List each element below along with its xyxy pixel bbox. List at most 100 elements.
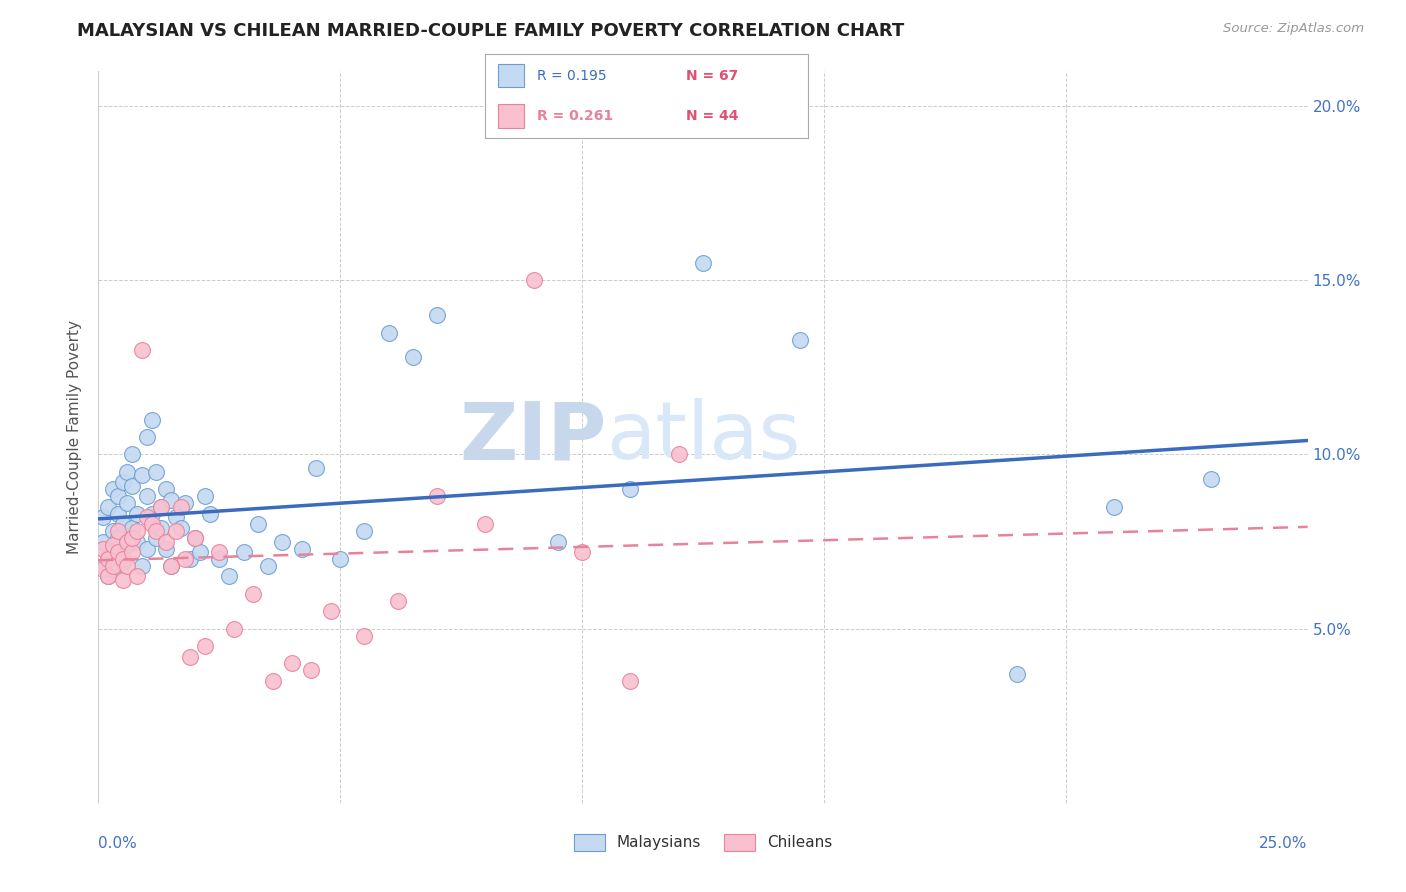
Point bbox=[377, 326, 399, 340]
Point bbox=[165, 524, 187, 538]
Point bbox=[179, 552, 201, 566]
Point bbox=[97, 549, 120, 563]
Point bbox=[387, 594, 409, 608]
Point bbox=[121, 545, 143, 559]
Point bbox=[121, 521, 143, 535]
Point bbox=[160, 492, 183, 507]
Point bbox=[101, 558, 124, 573]
Point bbox=[160, 558, 183, 573]
FancyBboxPatch shape bbox=[498, 104, 524, 128]
Point bbox=[547, 534, 569, 549]
Text: 0.0%: 0.0% bbox=[98, 836, 138, 851]
Point bbox=[117, 558, 139, 573]
Point bbox=[242, 587, 264, 601]
Point bbox=[150, 500, 173, 514]
Point bbox=[402, 350, 425, 364]
Point bbox=[353, 629, 375, 643]
Point bbox=[107, 531, 129, 545]
Point bbox=[668, 448, 690, 462]
Point bbox=[117, 496, 139, 510]
Point bbox=[127, 569, 149, 583]
Point bbox=[91, 541, 114, 556]
Point bbox=[194, 639, 217, 653]
Point bbox=[198, 507, 221, 521]
Point bbox=[145, 531, 167, 545]
Point bbox=[97, 500, 120, 514]
Point bbox=[188, 545, 211, 559]
Point bbox=[208, 552, 231, 566]
Point bbox=[789, 333, 811, 347]
Point bbox=[155, 483, 177, 497]
Point bbox=[150, 500, 173, 514]
Point bbox=[127, 534, 149, 549]
Point bbox=[111, 573, 134, 587]
Point bbox=[329, 552, 352, 566]
Point bbox=[91, 558, 114, 573]
Point bbox=[97, 569, 120, 583]
Point bbox=[305, 461, 328, 475]
Text: MALAYSIAN VS CHILEAN MARRIED-COUPLE FAMILY POVERTY CORRELATION CHART: MALAYSIAN VS CHILEAN MARRIED-COUPLE FAMI… bbox=[77, 22, 904, 40]
Point bbox=[184, 531, 207, 545]
Point bbox=[107, 524, 129, 538]
Point bbox=[101, 562, 124, 576]
Point bbox=[619, 483, 641, 497]
Point bbox=[121, 479, 143, 493]
Point bbox=[290, 541, 312, 556]
Point bbox=[523, 273, 546, 287]
Point bbox=[174, 496, 197, 510]
Point bbox=[165, 510, 187, 524]
Text: R = 0.195: R = 0.195 bbox=[537, 69, 606, 83]
Point bbox=[1007, 667, 1029, 681]
Point bbox=[97, 569, 120, 583]
Point bbox=[247, 517, 270, 532]
FancyBboxPatch shape bbox=[498, 63, 524, 87]
Point bbox=[218, 569, 240, 583]
Text: 25.0%: 25.0% bbox=[1260, 836, 1308, 851]
Point bbox=[101, 538, 124, 552]
Point bbox=[299, 664, 322, 678]
Point bbox=[117, 534, 139, 549]
Point bbox=[135, 489, 157, 503]
Point bbox=[117, 465, 139, 479]
Point bbox=[353, 524, 375, 538]
Point bbox=[426, 489, 449, 503]
Point bbox=[111, 517, 134, 532]
Point bbox=[169, 521, 191, 535]
Text: atlas: atlas bbox=[606, 398, 800, 476]
Point bbox=[91, 534, 114, 549]
Point bbox=[1102, 500, 1125, 514]
Point bbox=[141, 507, 163, 521]
Point bbox=[692, 256, 714, 270]
Point bbox=[141, 517, 163, 532]
Point bbox=[111, 552, 134, 566]
Point bbox=[145, 465, 167, 479]
Point bbox=[101, 483, 124, 497]
Point bbox=[135, 541, 157, 556]
Text: R = 0.261: R = 0.261 bbox=[537, 109, 613, 123]
Point bbox=[111, 556, 134, 570]
Point bbox=[271, 534, 294, 549]
Point bbox=[160, 558, 183, 573]
Point bbox=[169, 500, 191, 514]
Point bbox=[127, 524, 149, 538]
Point bbox=[474, 517, 496, 532]
Point bbox=[101, 545, 124, 559]
Point bbox=[117, 538, 139, 552]
Text: N = 67: N = 67 bbox=[686, 69, 738, 83]
Point bbox=[145, 524, 167, 538]
Point bbox=[174, 552, 197, 566]
Point bbox=[281, 657, 304, 671]
Point bbox=[107, 489, 129, 503]
Point bbox=[121, 448, 143, 462]
Point bbox=[208, 545, 231, 559]
Point bbox=[155, 541, 177, 556]
Legend: Malaysians, Chileans: Malaysians, Chileans bbox=[568, 828, 838, 857]
Point bbox=[619, 673, 641, 688]
Point bbox=[131, 558, 153, 573]
Point bbox=[107, 545, 129, 559]
Point bbox=[91, 510, 114, 524]
Text: N = 44: N = 44 bbox=[686, 109, 738, 123]
Point bbox=[319, 604, 342, 618]
Point bbox=[426, 308, 449, 322]
Point bbox=[571, 545, 593, 559]
